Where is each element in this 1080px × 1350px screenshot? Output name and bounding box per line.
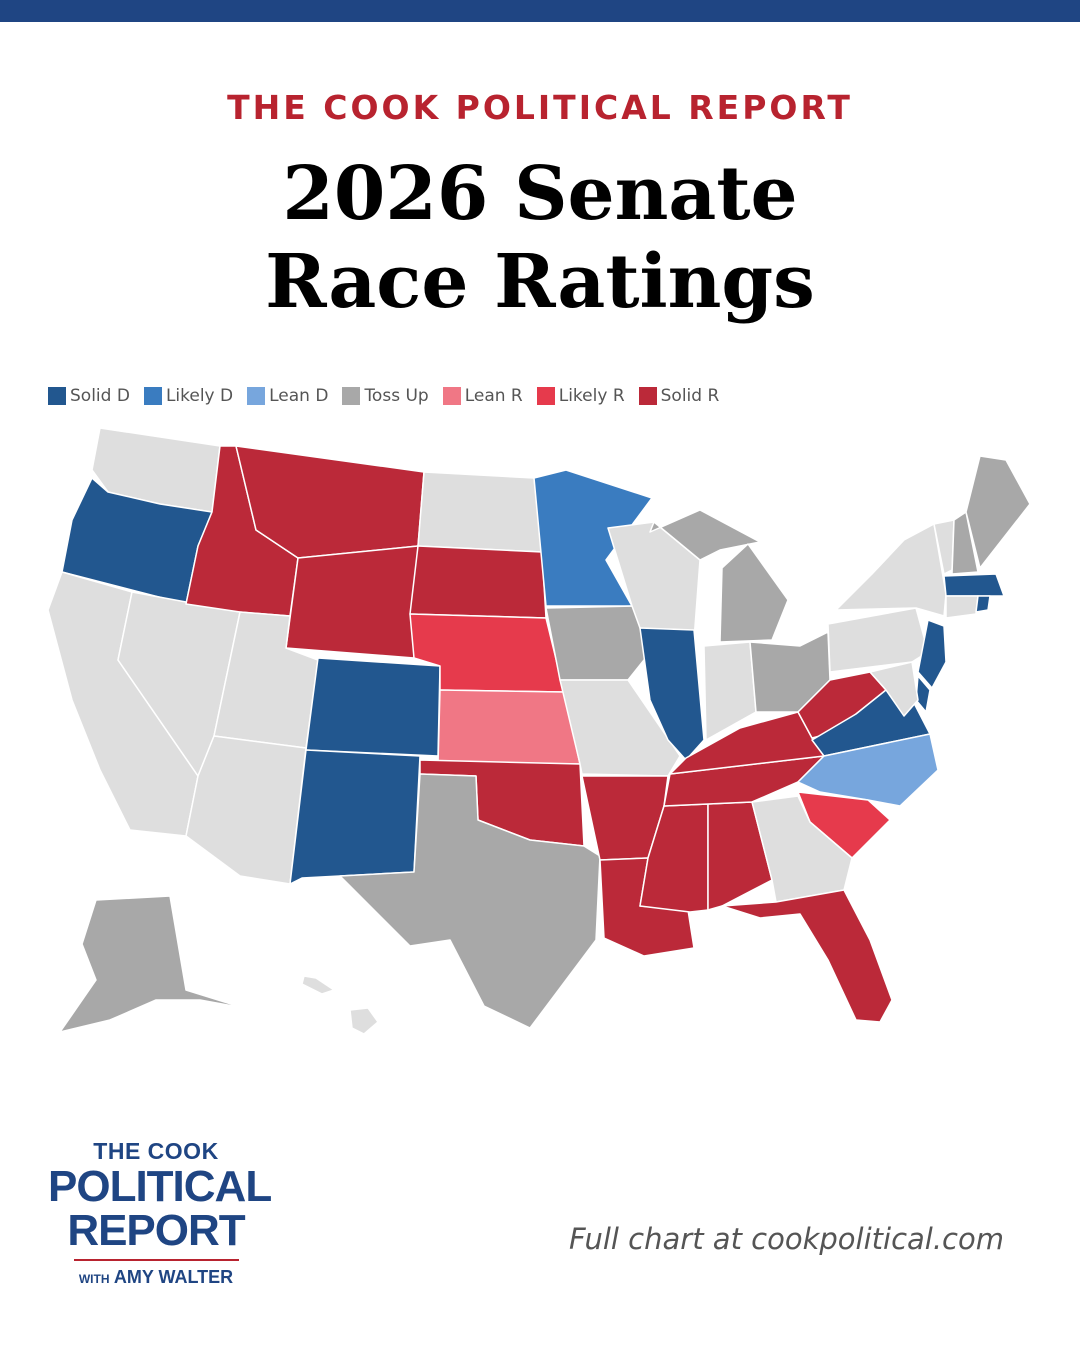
state-hi-islands[interactable] [301, 975, 335, 995]
legend-label: Likely R [558, 386, 625, 406]
title-line-1: 2026 Senate [282, 151, 798, 237]
page-title: 2026 Senate Race Ratings [0, 150, 1080, 326]
state-nm[interactable] [289, 749, 421, 885]
cook-political-report-logo: THE COOK POLITICAL REPORT WITH AMY WALTE… [48, 1138, 288, 1288]
legend-label: Solid D [70, 386, 130, 406]
legend-swatch [48, 387, 66, 405]
state-pa[interactable] [827, 607, 929, 673]
state-nh[interactable] [951, 511, 979, 575]
rating-legend: Solid D Likely D Lean D Toss Up Lean R L… [48, 384, 733, 408]
state-hi[interactable] [349, 1007, 379, 1035]
legend-swatch [143, 387, 162, 405]
legend-swatch [342, 387, 361, 405]
state-ri[interactable] [975, 595, 991, 613]
publication-kicker: THE COOK POLITICAL REPORT [227, 88, 853, 127]
state-tx[interactable] [339, 773, 601, 1029]
legend-swatch [536, 387, 555, 405]
legend-swatch [638, 387, 657, 405]
state-nd[interactable] [417, 471, 543, 553]
us-senate-map [47, 427, 1031, 1035]
legend-swatch [247, 387, 266, 405]
state-mi-lower[interactable] [719, 543, 789, 643]
state-ct[interactable] [945, 595, 979, 619]
state-ga[interactable] [751, 795, 853, 903]
state-ks[interactable] [437, 689, 581, 765]
state-mi[interactable] [649, 509, 761, 561]
state-sd[interactable] [409, 545, 547, 619]
logo-line-3: REPORT [67, 1206, 245, 1255]
state-ak[interactable] [59, 895, 245, 1033]
legend-label: Lean R [464, 386, 523, 406]
legend-label: Lean D [269, 386, 329, 406]
legend-label: Solid R [660, 386, 720, 406]
state-nc[interactable] [797, 733, 939, 807]
logo-subtitle: WITH AMY WALTER [48, 1267, 264, 1288]
logo-with: WITH [78, 1272, 110, 1286]
state-me[interactable] [965, 455, 1031, 569]
legend-item-likely-d[interactable]: Likely D [143, 386, 234, 406]
state-mn[interactable] [533, 469, 653, 607]
legend-label: Toss Up [364, 386, 429, 406]
legend-item-lean-d[interactable]: Lean D [247, 386, 328, 406]
legend-item-solid-d[interactable]: Solid D [48, 386, 130, 406]
legend-item-toss-up[interactable]: Toss Up [342, 386, 429, 406]
legend-item-likely-r[interactable]: Likely R [536, 386, 625, 406]
legend-label: Likely D [165, 386, 234, 406]
legend-item-solid-r[interactable]: Solid R [638, 386, 720, 406]
logo-line-2: POLITICAL [48, 1162, 272, 1211]
state-md[interactable] [869, 661, 919, 717]
logo-name: AMY WALTER [113, 1267, 234, 1287]
state-ma[interactable] [943, 573, 1005, 597]
legend-item-lean-r[interactable]: Lean R [442, 386, 523, 406]
legend-swatch [442, 387, 461, 405]
title-line-2: Race Ratings [265, 239, 815, 325]
state-wy[interactable] [285, 545, 419, 659]
state-co[interactable] [305, 657, 441, 757]
state-nj[interactable] [917, 619, 947, 689]
footnote-link[interactable]: Full chart at cookpolitical.com [568, 1222, 1004, 1256]
logo-rule [74, 1259, 239, 1261]
state-ny[interactable] [835, 523, 947, 617]
logo-line-1: THE COOK [93, 1138, 219, 1164]
top-accent-bar [0, 0, 1080, 22]
state-ia[interactable] [545, 605, 653, 681]
state-fl[interactable] [721, 889, 893, 1023]
